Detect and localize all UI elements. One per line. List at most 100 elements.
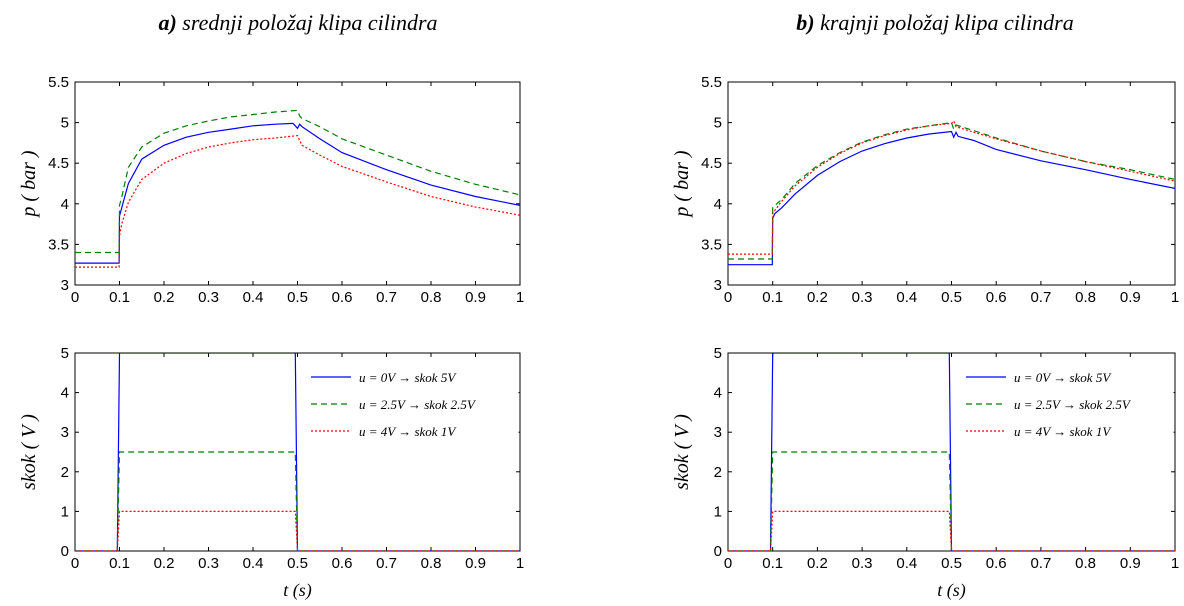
legend-entry: u = 4V → skok 1V bbox=[1014, 424, 1112, 439]
series-line-2 bbox=[75, 134, 520, 268]
y-tick-label: 4.5 bbox=[701, 155, 722, 172]
x-tick-label: 0.7 bbox=[1030, 289, 1051, 306]
y-tick-label: 4 bbox=[714, 196, 722, 213]
y-axis-label: skok ( V ) bbox=[18, 414, 40, 490]
x-tick-label: 0.9 bbox=[465, 289, 486, 306]
x-tick-label: 0.7 bbox=[376, 289, 397, 306]
y-axis-label: skok ( V ) bbox=[671, 414, 693, 490]
y-tick-label: 3.5 bbox=[701, 236, 722, 253]
x-tick-label: 0.6 bbox=[332, 555, 353, 572]
x-tick-label: 0.4 bbox=[896, 555, 917, 572]
x-tick-label: 0.1 bbox=[109, 289, 130, 306]
series-group bbox=[75, 353, 520, 551]
y-tick-label: 2 bbox=[714, 464, 722, 481]
x-tick-label: 0.8 bbox=[421, 555, 442, 572]
y-tick-label: 3 bbox=[714, 424, 722, 441]
y-tick-label: 4.5 bbox=[48, 155, 69, 172]
x-tick-label: 0.8 bbox=[421, 289, 442, 306]
y-tick-label: 0 bbox=[714, 543, 722, 560]
chart-b-step: 0 0.1 0.2 0.3 0.4 0.5 0.6 0.7 0.8 0.9 1 0 1 2 3 4 5 skok … bbox=[671, 345, 1179, 601]
y-tick-label: 1 bbox=[714, 503, 722, 520]
series-line-1 bbox=[728, 121, 1175, 260]
x-tick-label: 0.5 bbox=[941, 289, 962, 306]
x-tick-label: 0 bbox=[724, 555, 732, 572]
chart-a-step: 0 0.1 0.2 0.3 0.4 0.5 0.6 0.7 0.8 0.9 1 0 1 2 3 4 5 skok … bbox=[18, 345, 524, 601]
y-tick-label: 4 bbox=[61, 196, 69, 213]
x-axis-label: t (s) bbox=[937, 580, 966, 601]
chart-panels: 0 0.1 0.2 0.3 0.4 0.5 0.6 0.7 0.8 0.9 1 3 3.5 4 4.5 5 5.… bbox=[18, 74, 1179, 601]
x-tick-label: 0.2 bbox=[154, 555, 175, 572]
y-tick-label: 4 bbox=[61, 385, 69, 402]
x-tick-label: 0.6 bbox=[332, 289, 353, 306]
y-tick-label: 5.5 bbox=[48, 74, 69, 91]
series-line-2 bbox=[75, 510, 520, 551]
x-tick-label: 0.9 bbox=[1120, 289, 1141, 306]
title-a: a) srednji položaj klipa cilindra bbox=[158, 10, 437, 35]
x-tick-label: 0.4 bbox=[243, 555, 264, 572]
title-b-label: b) bbox=[796, 10, 814, 35]
y-tick-label: 0 bbox=[61, 543, 69, 560]
y-tick-label: 5 bbox=[714, 115, 722, 132]
x-tick-label: 0.1 bbox=[762, 289, 783, 306]
y-tick-label: 5 bbox=[714, 345, 722, 362]
x-tick-label: 0.1 bbox=[762, 555, 783, 572]
y-tick-label: 3 bbox=[61, 424, 69, 441]
legend-entry: u = 2.5V → skok 2.5V bbox=[359, 397, 477, 412]
x-tick-label: 0 bbox=[71, 289, 79, 306]
legend-entry: u = 2.5V → skok 2.5V bbox=[1014, 397, 1132, 412]
y-tick-label: 4 bbox=[714, 385, 722, 402]
y-tick-label: 3 bbox=[61, 277, 69, 294]
x-tick-label: 0.3 bbox=[852, 555, 873, 572]
legend: u = 0V → skok 5V u = 2.5V → skok 2.5V u = … bbox=[304, 358, 519, 446]
x-tick-label: 0 bbox=[71, 555, 79, 572]
y-tick-label: 3 bbox=[714, 277, 722, 294]
x-tick-label: 0.4 bbox=[896, 289, 917, 306]
x-tick-label: 0.4 bbox=[243, 289, 264, 306]
legend-entry: u = 0V → skok 5V bbox=[359, 370, 457, 385]
x-tick-label: 0.5 bbox=[287, 289, 308, 306]
y-tick-label: 2 bbox=[61, 464, 69, 481]
y-tick-label: 1 bbox=[61, 503, 69, 520]
series-line-1 bbox=[75, 109, 520, 254]
y-tick-label: 5 bbox=[61, 345, 69, 362]
x-tick-label: 0 bbox=[724, 289, 732, 306]
x-tick-label: 0.9 bbox=[1120, 555, 1141, 572]
x-tick-label: 0.8 bbox=[1075, 289, 1096, 306]
legend: u = 0V → skok 5V u = 2.5V → skok 2.5V u = … bbox=[959, 358, 1174, 446]
legend-entry: u = 0V → skok 5V bbox=[1014, 370, 1112, 385]
legend-entry: u = 4V → skok 1V bbox=[359, 424, 457, 439]
x-tick-label: 0.3 bbox=[198, 289, 219, 306]
x-tick-label: 0.7 bbox=[1030, 555, 1051, 572]
y-axis-label: p ( bar ) bbox=[671, 150, 693, 218]
y-axis-label: p ( bar ) bbox=[18, 150, 40, 218]
x-tick-label: 0.6 bbox=[986, 289, 1007, 306]
x-tick-label: 0.3 bbox=[852, 289, 873, 306]
x-tick-label: 1 bbox=[516, 555, 524, 572]
x-tick-label: 0.2 bbox=[807, 289, 828, 306]
y-tick-label: 5.5 bbox=[701, 74, 722, 91]
series-line-2 bbox=[728, 119, 1175, 255]
x-tick-label: 1 bbox=[516, 289, 524, 306]
x-tick-label: 0.5 bbox=[941, 555, 962, 572]
title-b-text: krajnji položaj klipa cilindra bbox=[815, 10, 1074, 35]
x-tick-label: 0.1 bbox=[109, 555, 130, 572]
chart-b-pressure: 0 0.1 0.2 0.3 0.4 0.5 0.6 0.7 0.8 0.9 1 3 3.5 4 4.5 5 5.… bbox=[671, 74, 1179, 306]
x-tick-label: 0.9 bbox=[465, 555, 486, 572]
chart-a-pressure: 0 0.1 0.2 0.3 0.4 0.5 0.6 0.7 0.8 0.9 1 3 3.5 4 4.5 5 5.… bbox=[18, 74, 524, 306]
x-tick-label: 0.5 bbox=[287, 555, 308, 572]
y-tick-label: 5 bbox=[61, 115, 69, 132]
x-tick-label: 0.2 bbox=[154, 289, 175, 306]
series-line-0 bbox=[75, 122, 520, 264]
x-tick-label: 0.2 bbox=[807, 555, 828, 572]
x-tick-label: 1 bbox=[1171, 555, 1179, 572]
title-a-label: a) bbox=[158, 10, 176, 35]
plot-area bbox=[727, 81, 1176, 286]
series-group bbox=[75, 109, 520, 268]
title-a-text: srednji položaj klipa cilindra bbox=[177, 10, 438, 35]
x-axis-label: t (s) bbox=[283, 580, 312, 601]
x-tick-label: 1 bbox=[1171, 289, 1179, 306]
series-group bbox=[728, 119, 1175, 266]
title-b: b) krajnji položaj klipa cilindra bbox=[796, 10, 1073, 35]
y-tick-label: 3.5 bbox=[48, 236, 69, 253]
